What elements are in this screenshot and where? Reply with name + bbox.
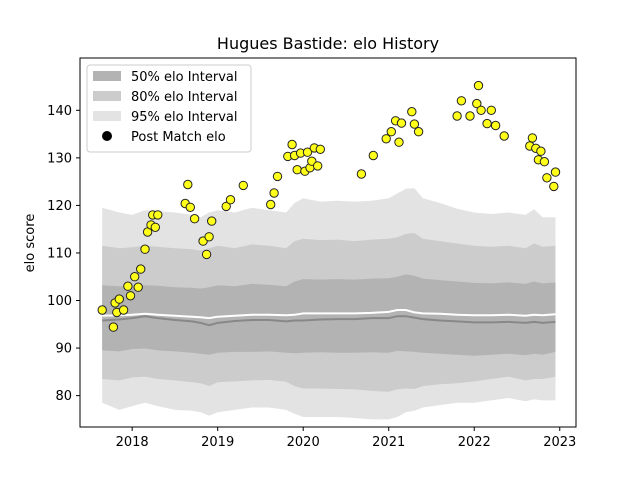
data-point (499, 131, 509, 141)
data-point (204, 232, 214, 242)
data-point (150, 222, 161, 233)
data-point (133, 282, 143, 292)
data-point (123, 281, 133, 291)
band-50 (102, 274, 556, 356)
y-tick-label: 130 (47, 151, 72, 166)
data-point (153, 210, 163, 220)
data-point (302, 147, 313, 157)
mean-line (102, 309, 556, 320)
data-point (490, 120, 501, 131)
post-match-points (97, 80, 561, 332)
data-point (473, 80, 484, 91)
data-point (272, 171, 283, 182)
data-point (185, 202, 196, 213)
data-point (381, 134, 391, 144)
data-point (409, 119, 420, 129)
x-tick-label: 2018 (116, 435, 149, 450)
legend-swatch (93, 91, 121, 101)
data-point (225, 195, 236, 205)
y-axis-label: elo score (23, 214, 38, 273)
data-point (183, 179, 193, 190)
data-point (114, 294, 125, 304)
data-point (539, 157, 550, 167)
data-point (292, 165, 302, 175)
data-point (549, 181, 559, 192)
y-tick-label: 110 (47, 246, 72, 261)
x-tick-label: 2021 (372, 435, 405, 450)
data-point (125, 291, 136, 301)
data-point (356, 169, 367, 179)
legend-swatch (93, 111, 121, 121)
data-point (221, 201, 231, 212)
y-tick-label: 100 (47, 294, 72, 309)
data-point (542, 173, 552, 183)
data-point (456, 96, 467, 106)
legend-label: Post Match elo (131, 130, 226, 145)
x-tick-label: 2022 (458, 435, 491, 450)
median-line (102, 315, 556, 327)
data-point (136, 264, 146, 274)
data-point (207, 216, 217, 226)
data-point (118, 305, 129, 315)
data-point (482, 118, 492, 129)
legend-marker (102, 131, 112, 141)
legend-swatch (93, 71, 121, 81)
data-point (313, 161, 323, 171)
data-point (476, 105, 486, 116)
data-point (536, 146, 546, 156)
data-point (269, 188, 279, 198)
data-point (396, 118, 407, 128)
data-point (315, 144, 325, 155)
x-tick-label: 2020 (287, 435, 320, 450)
data-point (386, 127, 396, 137)
x-axis: 2018 2019 2020 2021 2022 2023 (116, 427, 576, 450)
data-point (407, 107, 417, 117)
y-tick-label: 140 (47, 104, 72, 119)
data-point (287, 139, 297, 150)
y-tick-label: 120 (47, 199, 72, 214)
y-tick-label: 80 (55, 389, 72, 404)
data-point (130, 272, 140, 282)
central-lines (102, 309, 556, 327)
data-point (527, 133, 538, 143)
chart-title: Hugues Bastide: elo History (217, 34, 439, 53)
data-point (550, 167, 561, 177)
data-point (140, 244, 150, 254)
y-tick-label: 90 (55, 342, 72, 357)
data-point (189, 214, 200, 224)
data-point (368, 150, 378, 161)
x-tick-label: 2019 (201, 435, 234, 450)
legend-label: 50% elo Interval (131, 70, 238, 85)
data-point (472, 98, 482, 109)
legend-frame (86, 64, 252, 153)
y-axis: 80 90 100 110 120 130 140 (47, 104, 80, 404)
data-point (97, 305, 107, 315)
plot-frame (79, 57, 577, 428)
x-tick-label: 2023 (543, 435, 576, 450)
data-point (238, 180, 249, 191)
data-point (465, 111, 475, 121)
legend-label: 95% elo Interval (131, 110, 238, 125)
data-point (266, 199, 276, 210)
interval-bands (102, 188, 556, 420)
legend: 50% elo Interval 80% elo Interval 95% elo … (86, 64, 252, 153)
data-point (452, 111, 462, 121)
data-point (413, 127, 424, 137)
data-point (486, 105, 496, 116)
data-point (201, 249, 212, 260)
legend-label: 80% elo Interval (131, 90, 238, 105)
data-point (108, 322, 119, 332)
data-point (394, 137, 404, 147)
